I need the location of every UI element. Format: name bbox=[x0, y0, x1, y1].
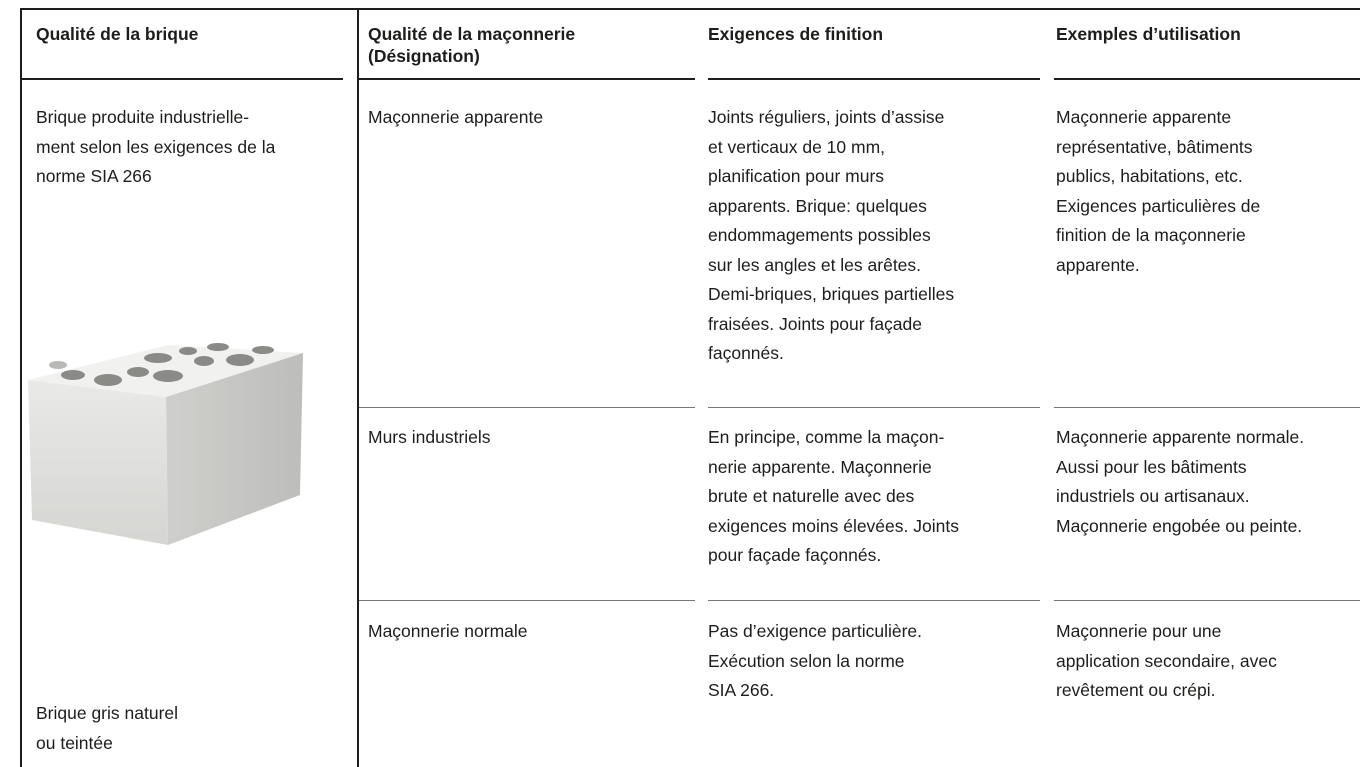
brick-description: norme SIA 266 bbox=[36, 166, 152, 186]
table-cell: Murs industriels bbox=[368, 427, 491, 447]
table-cell: représentative, bâtiments bbox=[1056, 136, 1253, 157]
table-cell: En principe, comme la maçon- bbox=[708, 427, 945, 447]
header-cell: Qualité de la maçonnerie bbox=[368, 24, 576, 44]
table-cell: endommagements possibles bbox=[708, 225, 931, 245]
table-cell: Demi-briques, briques partielles bbox=[708, 284, 955, 304]
rule bbox=[359, 600, 695, 601]
table-cell: Pas d’exigence particulière. bbox=[708, 621, 923, 641]
table-cell: Joints réguliers, joints d’assise bbox=[708, 107, 945, 127]
table-cell: fraisées. Joints pour façade bbox=[708, 313, 923, 334]
table-cell: industriels ou artisanaux. bbox=[1056, 486, 1250, 506]
brick-description: ment selon les exigences de la bbox=[36, 136, 276, 157]
rule bbox=[708, 600, 1040, 601]
table-cell: revêtement ou crépi. bbox=[1056, 680, 1216, 700]
table-cell: Maçonnerie apparente normale. bbox=[1056, 427, 1305, 447]
rule bbox=[359, 407, 695, 408]
table-cell: Maçonnerie apparente bbox=[368, 107, 544, 127]
brick-color: ou teintée bbox=[36, 732, 113, 753]
table-cell: façonnés. bbox=[708, 343, 784, 363]
table-cell: Maçonnerie engobée ou peinte. bbox=[1056, 515, 1303, 536]
table-cell: pour façade façonnés. bbox=[708, 545, 882, 565]
table-cell: apparente. bbox=[1056, 254, 1140, 275]
rule bbox=[20, 78, 343, 80]
rule bbox=[359, 78, 695, 80]
rule bbox=[1054, 600, 1360, 601]
table-cell: brute et naturelle avec des bbox=[708, 486, 915, 506]
rule bbox=[357, 8, 359, 767]
table-cell: finition de la maçonnerie bbox=[1056, 225, 1246, 245]
table-cell: application secondaire, avec bbox=[1056, 650, 1277, 671]
table-cell: publics, habitations, etc. bbox=[1056, 166, 1243, 186]
header-cell: Exemples d’utilisation bbox=[1056, 24, 1241, 44]
table-cell: Exécution selon la norme bbox=[708, 650, 905, 671]
rule bbox=[20, 8, 1360, 10]
header-cell: Qualité de la brique bbox=[36, 24, 199, 44]
table-cell: Exigences particulières de bbox=[1056, 195, 1261, 216]
rule bbox=[708, 407, 1040, 408]
table-cell: sur les angles et les arêtes. bbox=[708, 254, 922, 275]
rule bbox=[1054, 407, 1360, 408]
header-cell: (Désignation) bbox=[368, 46, 480, 66]
table-cell: SIA 266. bbox=[708, 680, 775, 700]
brick-image bbox=[28, 343, 303, 545]
table-cell: nerie apparente. Maçonnerie bbox=[708, 456, 932, 477]
rule bbox=[1054, 78, 1360, 80]
table-cell: Maçonnerie apparente bbox=[1056, 107, 1232, 127]
rule bbox=[708, 78, 1040, 80]
table-cell: Maçonnerie normale bbox=[368, 621, 528, 641]
brick-color: Brique gris naturel bbox=[36, 703, 179, 723]
table-cell: exigences moins élevées. Joints bbox=[708, 515, 959, 536]
table-cell: Aussi pour les bâtiments bbox=[1056, 456, 1247, 477]
table-cell: apparents. Brique: quelques bbox=[708, 195, 927, 216]
header-cell: Exigences de finition bbox=[708, 24, 884, 44]
table-cell: Maçonnerie pour une bbox=[1056, 621, 1222, 641]
table-cell: planification pour murs bbox=[708, 166, 885, 186]
rule bbox=[20, 8, 22, 767]
brick-description: Brique produite industrielle- bbox=[36, 107, 250, 127]
table-cell: et verticaux de 10 mm, bbox=[708, 136, 886, 157]
